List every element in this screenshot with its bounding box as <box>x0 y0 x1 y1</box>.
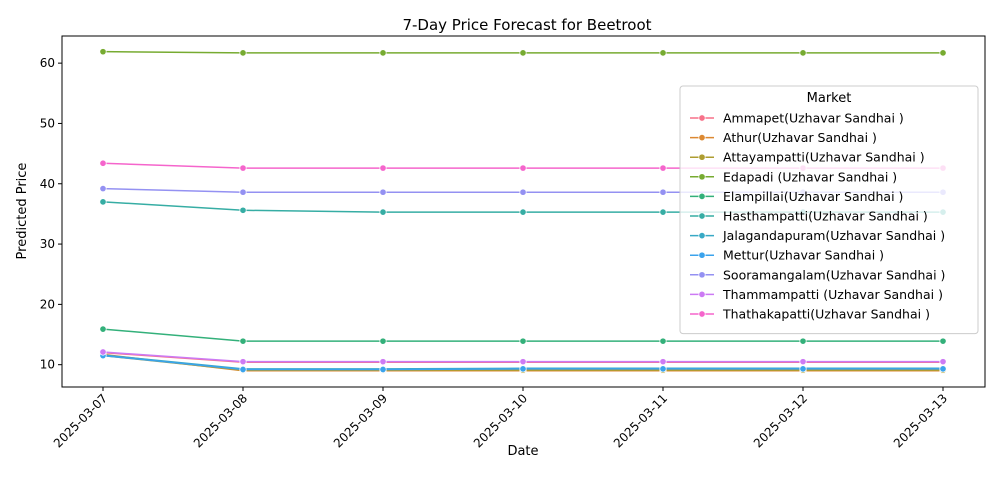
data-point <box>659 365 667 373</box>
legend-label: Mettur(Uzhavar Sandhai ) <box>723 248 884 263</box>
data-point <box>99 185 107 193</box>
data-point <box>939 337 947 345</box>
x-tick-label: 2025-03-08 <box>191 391 250 450</box>
legend-label: Sooramangalam(Uzhavar Sandhai ) <box>723 267 945 282</box>
data-point <box>239 206 247 214</box>
legend-swatch-marker <box>698 271 706 279</box>
y-axis-title: Predicted Price <box>15 163 30 260</box>
legend-label: Thammampatti (Uzhavar Sandhai ) <box>722 287 943 302</box>
legend-swatch-marker <box>698 114 706 122</box>
legend-label: Thathakapatti(Uzhavar Sandhai ) <box>722 307 930 322</box>
data-point <box>519 208 527 216</box>
data-point <box>519 358 527 366</box>
data-point <box>239 49 247 57</box>
legend-label: Elampillai(Uzhavar Sandhai ) <box>723 189 903 204</box>
data-point <box>659 208 667 216</box>
legend-entry: Thathakapatti(Uzhavar Sandhai ) <box>690 307 930 322</box>
data-point <box>239 164 247 172</box>
legend-label: Athur(Uzhavar Sandhai ) <box>723 130 877 145</box>
data-point <box>519 164 527 172</box>
data-point <box>519 49 527 57</box>
legend: Market Ammapet(Uzhavar Sandhai ) Athur(Uzh… <box>679 85 979 335</box>
legend-swatch-marker <box>698 192 706 200</box>
legend-entry: Thammampatti (Uzhavar Sandhai ) <box>690 287 943 302</box>
legend-swatch-marker <box>698 310 706 318</box>
legend-label: Attayampatti(Uzhavar Sandhai ) <box>723 150 925 165</box>
data-point <box>939 49 947 57</box>
legend-swatch-marker <box>698 173 706 181</box>
legend-swatch-marker <box>698 153 706 161</box>
y-tick-label: 30 <box>40 237 55 251</box>
legend-label: Jalagandapuram(Uzhavar Sandhai ) <box>722 228 945 243</box>
data-point <box>659 164 667 172</box>
x-tick-label: 2025-03-07 <box>51 391 110 450</box>
data-point <box>239 365 247 374</box>
data-point <box>99 325 107 333</box>
legend-swatch-marker <box>698 251 706 259</box>
legend-swatch-marker <box>698 232 706 240</box>
data-point <box>239 337 247 345</box>
series-4 <box>99 48 947 57</box>
data-point <box>379 337 387 345</box>
data-point <box>99 198 107 206</box>
x-tick-label: 2025-03-10 <box>471 391 530 450</box>
y-tick-label: 10 <box>40 358 55 372</box>
data-point <box>239 358 247 366</box>
data-point <box>799 337 807 345</box>
legend-entry: Mettur(Uzhavar Sandhai ) <box>690 248 884 263</box>
legend-swatch-marker <box>698 290 706 298</box>
y-tick-label: 40 <box>40 177 55 191</box>
legend-swatch-marker <box>698 134 706 142</box>
legend-label: Hasthampatti(Uzhavar Sandhai ) <box>723 209 928 224</box>
data-point <box>659 358 667 366</box>
data-point <box>99 159 107 167</box>
data-point <box>659 337 667 345</box>
legend-entry: Elampillai(Uzhavar Sandhai ) <box>690 189 903 204</box>
data-point <box>379 164 387 172</box>
series-10 <box>99 348 947 366</box>
data-point <box>799 365 807 373</box>
data-point <box>379 49 387 57</box>
legend-entry: Athur(Uzhavar Sandhai ) <box>690 130 877 145</box>
data-point <box>379 208 387 216</box>
legend-entry: Ammapet(Uzhavar Sandhai ) <box>690 111 904 126</box>
legend-box <box>679 85 979 335</box>
data-point <box>239 188 247 196</box>
data-point <box>799 49 807 57</box>
legend-label: Edapadi (Uzhavar Sandhai ) <box>723 169 897 184</box>
data-point <box>379 358 387 366</box>
data-point <box>379 188 387 196</box>
data-point <box>99 48 107 56</box>
x-tick-label: 2025-03-13 <box>891 391 950 450</box>
series-5 <box>99 325 947 345</box>
legend-entry: Hasthampatti(Uzhavar Sandhai ) <box>690 209 928 224</box>
data-point <box>659 49 667 57</box>
y-tick-label: 60 <box>40 56 55 70</box>
data-point <box>99 348 107 356</box>
y-tick-label: 50 <box>40 116 55 130</box>
x-tick-label: 2025-03-12 <box>751 391 810 450</box>
data-point <box>519 337 527 345</box>
data-point <box>379 365 387 374</box>
data-point <box>939 365 947 373</box>
legend-entry: Sooramangalam(Uzhavar Sandhai ) <box>690 267 945 282</box>
legend-label: Ammapet(Uzhavar Sandhai ) <box>723 111 904 126</box>
legend-title: Market <box>807 91 852 106</box>
chart-title: 7-Day Price Forecast for Beetroot <box>402 16 651 34</box>
legend-entry: Jalagandapuram(Uzhavar Sandhai ) <box>690 228 945 243</box>
data-point <box>659 188 667 196</box>
x-tick-label: 2025-03-11 <box>611 391 670 450</box>
data-point <box>799 358 807 366</box>
y-tick-label: 20 <box>40 297 55 311</box>
data-point <box>939 358 947 366</box>
legend-swatch-marker <box>698 212 706 220</box>
x-axis-title: Date <box>507 444 538 459</box>
legend-entry: Attayampatti(Uzhavar Sandhai ) <box>690 150 925 165</box>
data-point <box>519 188 527 196</box>
x-tick-label: 2025-03-09 <box>331 391 390 450</box>
data-point <box>519 365 527 373</box>
legend-entry: Edapadi (Uzhavar Sandhai ) <box>690 169 897 184</box>
